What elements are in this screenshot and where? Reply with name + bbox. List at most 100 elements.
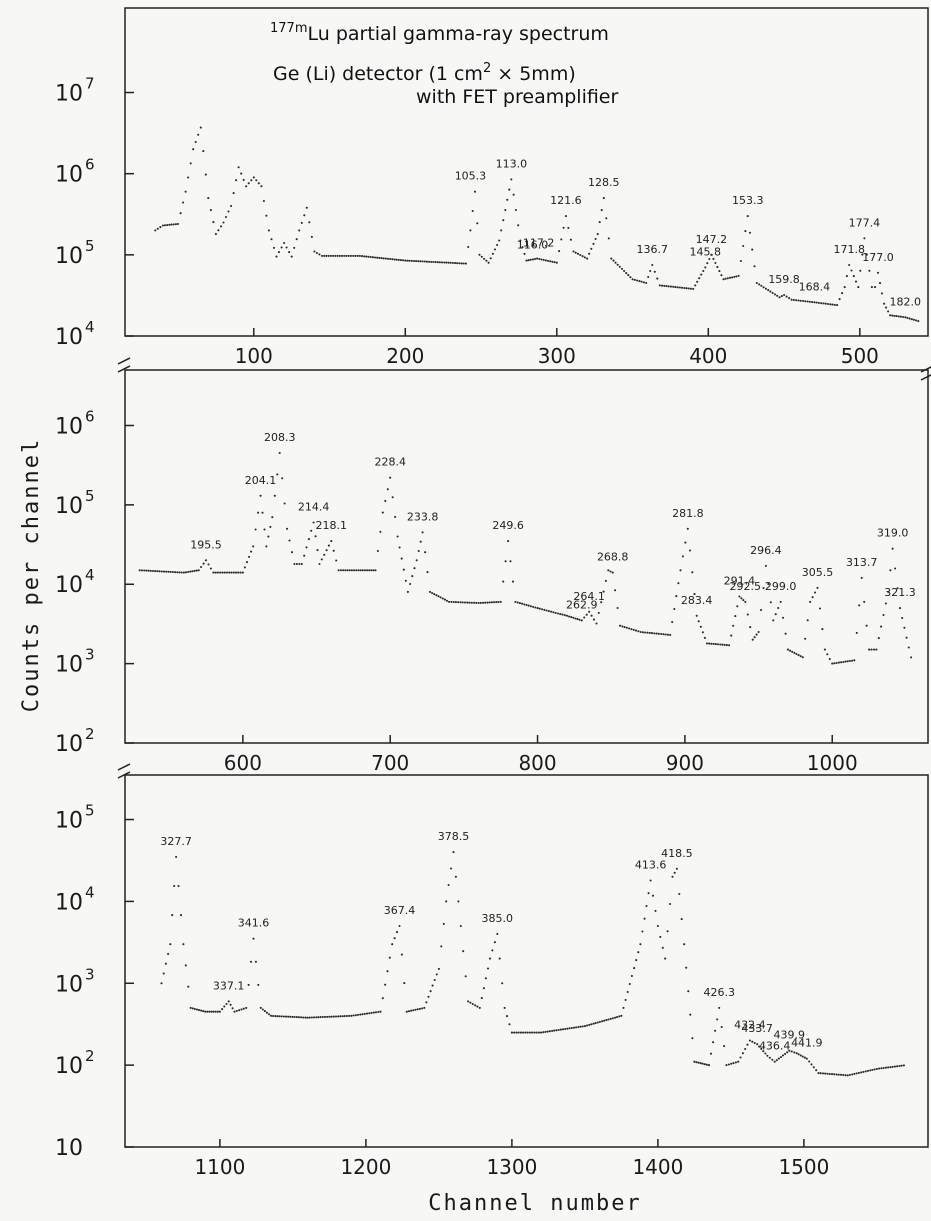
spectrum-point <box>826 653 829 656</box>
spectrum-point <box>405 1010 408 1013</box>
spectrum-point <box>497 600 500 604</box>
spectrum-point <box>646 631 649 634</box>
spectrum-point <box>457 900 460 903</box>
spectrum-point <box>868 269 871 272</box>
spectrum-point <box>703 1063 706 1066</box>
spectrum-point <box>483 257 486 260</box>
spectrum-point <box>341 1015 344 1018</box>
spectrum-point <box>389 476 392 479</box>
spectrum-point <box>801 299 805 303</box>
spectrum-point <box>693 1060 696 1063</box>
spectrum-point <box>677 582 680 585</box>
spectrum-point <box>165 570 168 573</box>
spectrum-point <box>523 603 526 606</box>
spectrum-point <box>247 182 250 185</box>
peak-label: 337.1 <box>213 979 245 992</box>
spectrum-point <box>273 494 276 497</box>
spectrum-point <box>491 252 494 255</box>
spectrum-point <box>204 559 208 562</box>
spectrum-point <box>384 499 387 502</box>
spectrum-point <box>168 223 171 226</box>
spectrum-point <box>516 601 519 604</box>
spectrum-point <box>627 274 630 277</box>
spectrum-point <box>384 983 387 986</box>
spectrum-point <box>753 636 756 639</box>
peak-label: 228.4 <box>374 456 406 469</box>
spectrum-point <box>846 660 849 663</box>
spectrum-point <box>553 1029 556 1032</box>
spectrum-point <box>655 632 658 635</box>
spectrum-point <box>191 570 194 573</box>
peak-label: 432.4 <box>734 1018 766 1031</box>
spectrum-point <box>860 1071 863 1074</box>
spectrum-point <box>586 257 589 260</box>
spectrum-point <box>310 529 313 532</box>
spectrum-point <box>714 643 717 646</box>
spectrum-point <box>391 258 394 261</box>
spectrum-point <box>525 603 528 607</box>
spectrum-point <box>459 924 462 928</box>
x-tick-label: 1000 <box>807 751 858 775</box>
spectrum-point <box>544 1030 547 1033</box>
spectrum-point <box>683 943 686 946</box>
spectrum-point <box>654 909 657 912</box>
spectrum-point <box>495 601 498 604</box>
spectrum-point <box>738 595 741 598</box>
spectrum-point <box>598 221 601 224</box>
spectrum-point <box>325 254 328 257</box>
spectrum-point <box>216 571 219 574</box>
spectrum-point <box>708 257 711 261</box>
spectrum-point <box>508 1023 511 1026</box>
y-tick-label: 10 5 <box>55 237 95 269</box>
spectrum-point <box>529 258 532 261</box>
spectrum-point <box>386 257 390 260</box>
spectrum-point <box>174 571 177 574</box>
spectrum-point <box>542 1031 545 1034</box>
spectrum-point <box>538 607 541 610</box>
spectrum-point <box>577 1025 580 1029</box>
spectrum-point <box>882 613 885 617</box>
spectrum-point <box>746 1043 749 1046</box>
spectrum-point <box>204 1010 207 1013</box>
spectrum-point <box>288 539 291 542</box>
spectrum-point <box>437 595 440 598</box>
spectrum-point <box>803 1056 806 1059</box>
spectrum-point <box>323 1015 327 1018</box>
spectrum-point <box>776 294 779 297</box>
spectrum-point <box>638 280 641 283</box>
spectrum-point <box>685 287 688 290</box>
spectrum-point <box>871 1068 874 1071</box>
spectrum-point <box>257 182 260 185</box>
spectrum-point <box>878 1067 881 1070</box>
spectrum-point <box>166 224 169 227</box>
spectrum-point <box>394 515 397 518</box>
spectrum-point <box>382 257 385 260</box>
spectrum-point <box>332 1015 335 1018</box>
spectrum-point <box>853 659 856 662</box>
spectrum-point <box>557 1028 560 1032</box>
chart-subtitle-preamp: with FET preamplifier <box>416 86 618 108</box>
spectrum-point <box>265 545 268 548</box>
spectrum-point <box>664 957 667 960</box>
spectrum-point <box>249 960 253 963</box>
spectrum-point <box>339 1015 342 1018</box>
spectrum-point <box>419 540 422 543</box>
chart-title: 177mLu partial gamma-ray spectrum <box>270 21 609 45</box>
spectrum-point <box>300 562 303 566</box>
spectrum-point <box>252 545 255 548</box>
spectrum-point <box>703 636 706 639</box>
spectrum-point <box>791 650 794 653</box>
spectrum-point <box>663 284 666 287</box>
spectrum-point <box>651 894 655 897</box>
spectrum-point <box>381 997 384 1000</box>
spectrum-point <box>282 1015 285 1018</box>
spectrum-point <box>760 1047 763 1050</box>
spectrum-point <box>435 594 438 597</box>
spectrum-point <box>650 632 654 635</box>
spectrum-point <box>434 261 437 264</box>
spectrum-point <box>561 613 564 616</box>
spectrum-point <box>714 261 717 265</box>
spectrum-point <box>478 1006 481 1009</box>
peak-label: 413.6 <box>635 859 667 872</box>
spectrum-point <box>910 318 913 321</box>
